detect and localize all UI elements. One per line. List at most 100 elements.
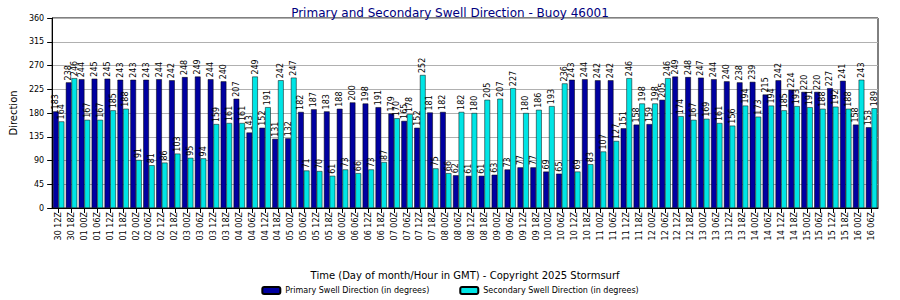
svg-text:158: 158 (632, 107, 641, 122)
svg-text:13 18Z: 13 18Z (738, 211, 747, 240)
svg-text:61: 61 (328, 164, 337, 174)
svg-text:167: 167 (96, 103, 105, 118)
svg-text:247: 247 (696, 60, 705, 75)
svg-text:244: 244 (580, 62, 589, 77)
svg-text:09 06Z: 09 06Z (506, 211, 515, 240)
svg-text:09 00Z: 09 00Z (493, 211, 502, 240)
svg-text:239: 239 (748, 65, 757, 80)
svg-text:220: 220 (813, 75, 822, 90)
svg-text:45: 45 (34, 180, 44, 189)
svg-text:225: 225 (29, 85, 44, 94)
svg-text:183: 183 (322, 94, 331, 109)
svg-text:240: 240 (219, 64, 228, 79)
svg-text:193: 193 (792, 89, 801, 104)
svg-text:Direction: Direction (8, 90, 19, 135)
svg-text:220: 220 (800, 75, 809, 90)
svg-text:132: 132 (284, 121, 293, 136)
svg-text:95: 95 (186, 146, 195, 156)
svg-text:03 06Z: 03 06Z (196, 211, 205, 240)
svg-text:75: 75 (431, 156, 440, 166)
svg-text:91: 91 (134, 148, 143, 158)
svg-text:315: 315 (29, 37, 44, 46)
svg-text:248: 248 (684, 60, 693, 75)
svg-text:185: 185 (780, 93, 789, 108)
svg-text:182: 182 (296, 95, 305, 110)
svg-text:03 12Z: 03 12Z (209, 211, 218, 240)
svg-text:05 18Z: 05 18Z (325, 211, 334, 240)
svg-text:02 18Z: 02 18Z (170, 211, 179, 240)
svg-text:167: 167 (83, 103, 92, 118)
svg-text:249: 249 (193, 59, 202, 74)
svg-text:198: 198 (638, 86, 647, 101)
svg-text:77: 77 (529, 155, 538, 165)
svg-text:178: 178 (405, 97, 414, 112)
svg-text:161: 161 (225, 106, 234, 121)
svg-text:242: 242 (606, 63, 615, 78)
svg-text:242: 242 (167, 63, 176, 78)
svg-text:174: 174 (676, 99, 685, 114)
svg-text:05 12Z: 05 12Z (312, 211, 321, 240)
svg-text:07 06Z: 07 06Z (403, 211, 412, 240)
svg-text:194: 194 (767, 88, 776, 103)
svg-text:12 12Z: 12 12Z (673, 211, 682, 240)
svg-text:159: 159 (212, 107, 221, 122)
svg-text:191: 191 (374, 90, 383, 105)
svg-text:01 00Z: 01 00Z (80, 211, 89, 240)
svg-text:180: 180 (521, 96, 530, 111)
svg-text:13 12Z: 13 12Z (725, 211, 734, 240)
svg-text:246: 246 (663, 61, 672, 76)
svg-text:Primary and Secondary Swell Di: Primary and Secondary Swell Direction - … (291, 6, 609, 20)
svg-text:159: 159 (645, 107, 654, 122)
svg-text:09 18Z: 09 18Z (532, 211, 541, 240)
svg-text:94: 94 (199, 146, 208, 156)
svg-text:61: 61 (477, 164, 486, 174)
svg-text:04 06Z: 04 06Z (248, 211, 257, 240)
svg-text:Time (Day of month/Hour in GMT: Time (Day of month/Hour in GMT) - Copyri… (310, 270, 620, 281)
svg-text:13 00Z: 13 00Z (699, 211, 708, 240)
svg-text:08 00Z: 08 00Z (441, 211, 450, 240)
svg-text:182: 182 (457, 95, 466, 110)
svg-text:70: 70 (315, 159, 324, 169)
svg-text:248: 248 (180, 60, 189, 75)
svg-text:14 12Z: 14 12Z (777, 211, 786, 240)
svg-text:12 06Z: 12 06Z (661, 211, 670, 240)
svg-text:07 12Z: 07 12Z (415, 211, 424, 240)
svg-text:243: 243 (129, 62, 138, 77)
svg-text:187: 187 (309, 92, 318, 107)
svg-text:09 12Z: 09 12Z (519, 211, 528, 240)
svg-text:69: 69 (542, 159, 551, 169)
svg-text:198: 198 (361, 86, 370, 101)
svg-text:200: 200 (348, 85, 357, 100)
svg-text:127: 127 (612, 124, 621, 139)
svg-text:169: 169 (702, 102, 711, 117)
svg-text:11 18Z: 11 18Z (635, 211, 644, 240)
svg-text:189: 189 (870, 91, 879, 106)
svg-text:61: 61 (464, 164, 473, 174)
svg-text:65: 65 (555, 162, 564, 172)
svg-text:81: 81 (147, 153, 156, 163)
svg-text:246: 246 (70, 61, 79, 76)
svg-text:04 00Z: 04 00Z (235, 211, 244, 240)
svg-text:207: 207 (232, 81, 241, 96)
svg-text:73: 73 (503, 157, 512, 167)
svg-text:252: 252 (418, 58, 427, 73)
svg-text:Primary Swell Direction (in de: Primary Swell Direction (in degrees) (285, 286, 429, 295)
svg-text:243: 243 (116, 62, 125, 77)
svg-text:207: 207 (496, 81, 505, 96)
svg-text:05 00Z: 05 00Z (286, 211, 295, 240)
svg-text:180: 180 (470, 96, 479, 111)
svg-text:198: 198 (651, 86, 660, 101)
svg-text:73: 73 (341, 157, 350, 167)
svg-text:01 06Z: 01 06Z (93, 211, 102, 240)
svg-text:244: 244 (206, 62, 215, 77)
svg-text:73: 73 (367, 157, 376, 167)
svg-text:04 18Z: 04 18Z (273, 211, 282, 240)
svg-text:246: 246 (625, 61, 634, 76)
svg-text:14 00Z: 14 00Z (751, 211, 760, 240)
svg-text:15 06Z: 15 06Z (815, 211, 824, 240)
svg-text:241: 241 (838, 64, 847, 79)
svg-text:245: 245 (103, 61, 112, 76)
svg-text:02 00Z: 02 00Z (132, 211, 141, 240)
svg-text:30 12Z: 30 12Z (54, 211, 63, 240)
svg-text:14 06Z: 14 06Z (764, 211, 773, 240)
